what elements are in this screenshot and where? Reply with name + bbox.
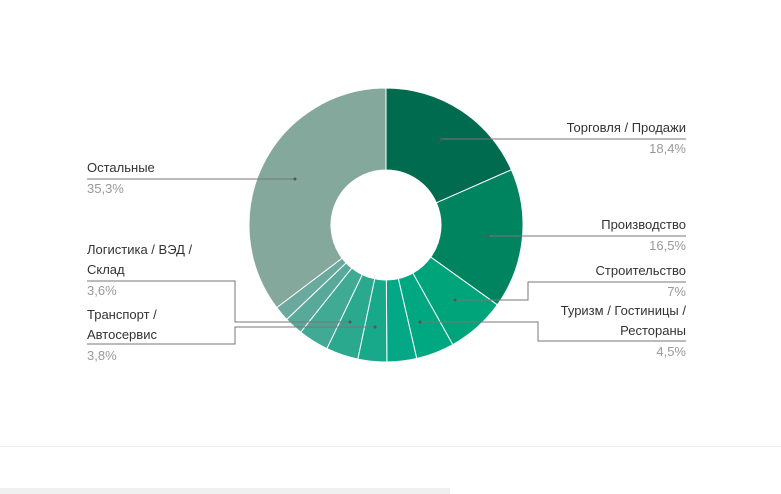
value-label: 35,3% <box>87 181 124 196</box>
slice-label: Производство 16,5% <box>486 215 686 257</box>
leader-line <box>87 280 350 323</box>
category-name: Производство <box>601 217 686 232</box>
category-name: Транспорт / Автосервис <box>87 307 157 342</box>
value-label: 7% <box>667 284 686 299</box>
leader-dot <box>418 320 422 324</box>
separator <box>0 446 781 447</box>
slice-label: Строительство 7% <box>486 261 686 303</box>
leader-dot <box>293 177 297 181</box>
slice-label: Транспорт / Автосервис 3,8% <box>87 305 182 367</box>
category-name: Торговля / Продажи <box>566 120 686 135</box>
leader-dot <box>439 137 443 141</box>
slice-label: Логистика / ВЭД / Склад 3,6% <box>87 240 217 302</box>
slice-label: Остальные 35,3% <box>87 158 207 200</box>
leader-line <box>455 281 686 301</box>
footer-bar <box>0 488 450 494</box>
leader-dot <box>486 234 490 238</box>
donut-segment <box>430 169 524 306</box>
value-label: 3,8% <box>87 348 117 363</box>
leader-dot <box>348 320 352 324</box>
leader-line <box>420 321 686 342</box>
value-label: 3,6% <box>87 283 117 298</box>
donut-segment <box>385 87 513 204</box>
value-label: 18,4% <box>649 141 686 156</box>
category-name: Остальные <box>87 160 155 175</box>
donut-segment <box>248 87 387 309</box>
value-label: 16,5% <box>649 238 686 253</box>
category-name: Строительство <box>595 263 686 278</box>
category-name: Туризм / Гостиницы / Рестораны <box>560 303 686 338</box>
slice-label: Туризм / Гостиницы / Рестораны 4,5% <box>536 301 686 363</box>
category-name: Логистика / ВЭД / Склад <box>87 242 193 277</box>
leader-dot <box>373 325 377 329</box>
slice-label: Торговля / Продажи 18,4% <box>486 118 686 160</box>
leader-dot <box>453 298 457 302</box>
value-label: 4,5% <box>656 344 686 359</box>
leader-line <box>87 326 375 345</box>
